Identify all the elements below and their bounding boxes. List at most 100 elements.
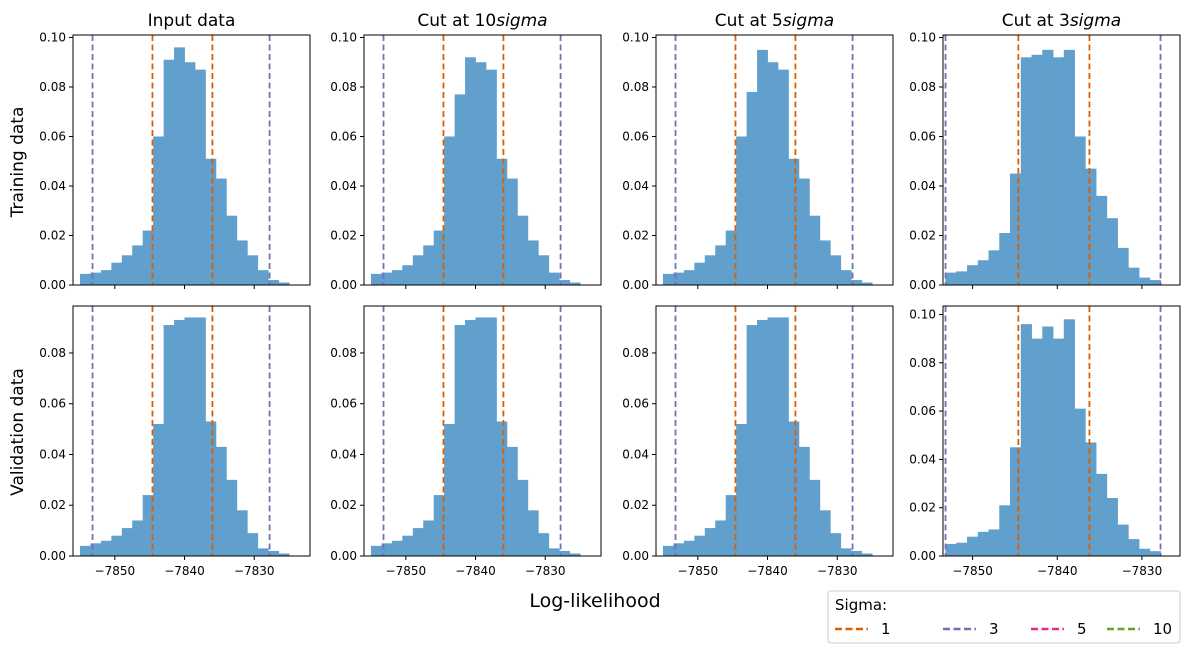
histogram-bar (142, 230, 154, 285)
y-tick-label: 0.06 (39, 397, 66, 411)
histogram-bar (819, 510, 831, 556)
histogram-bar (132, 520, 144, 556)
histogram-bar (736, 424, 748, 556)
histogram-bar (1128, 539, 1140, 556)
axes-frame (363, 34, 602, 286)
histogram-bar (1149, 551, 1161, 556)
row-label-validation: Validation data (8, 368, 28, 496)
histogram-bar (236, 240, 248, 285)
histogram-bar (174, 319, 185, 556)
histogram-bar (798, 446, 810, 556)
histogram-bar (840, 270, 852, 285)
column-titles: Input data Cut at 10sigma Cut at 5sigma Cut… (148, 11, 1122, 31)
y-tick-label: 0.04 (622, 447, 649, 461)
histogram-bar (694, 535, 706, 556)
y-tick-label: 0.04 (909, 179, 936, 193)
histogram-bar (444, 136, 456, 285)
histogram-bar (215, 446, 227, 556)
x-tick-label: −7830 (1122, 564, 1163, 578)
axes-frame (72, 305, 311, 557)
y-tick-label: 0.08 (330, 80, 357, 94)
histogram-bar (465, 319, 476, 556)
histogram-bar (402, 535, 414, 556)
histogram-bar (153, 136, 165, 285)
histogram-bar (704, 255, 716, 285)
y-tick-label: 0.10 (39, 30, 66, 44)
histogram-panel: 0.00 0.02 0.04 0.06 0.08 0.10 (622, 30, 894, 292)
histogram-bar (433, 230, 445, 285)
histogram-bar (247, 533, 259, 556)
histogram-bar (819, 240, 831, 285)
histogram-bar (485, 69, 497, 285)
column-title-text: Input data (148, 11, 236, 31)
column-title: Cut at 5sigma (715, 11, 834, 31)
y-tick-label: 0.10 (330, 30, 357, 44)
histogram-bar (381, 543, 393, 556)
histogram-bar (746, 91, 758, 285)
histogram-bar (370, 545, 382, 556)
y-tick-label: 0.00 (330, 278, 357, 292)
histogram-bar (226, 479, 238, 556)
histogram-bar (194, 69, 206, 285)
histogram-bar (496, 158, 508, 285)
histogram-bar (153, 424, 165, 556)
histogram-bar (988, 529, 1000, 556)
histogram-bar (423, 520, 435, 556)
histogram-bar (257, 548, 269, 556)
histogram-bar (757, 319, 768, 556)
histogram-bar (79, 545, 91, 556)
histogram-bar (559, 280, 571, 285)
histogram-bar (517, 479, 529, 556)
column-title-text: Cut at 10 (417, 11, 496, 31)
x-tick-label: −7840 (164, 564, 205, 578)
histogram-panel: 0.00 0.02 0.04 0.06 0.08 −7850 −7840 −7830 (330, 305, 602, 578)
sigma-legend: Sigma: 1 3 5 10 (827, 590, 1181, 644)
histogram-bar (673, 543, 685, 556)
y-tick-label: 0.08 (39, 346, 66, 360)
histogram-bar (956, 271, 968, 285)
histogram-bar (704, 528, 716, 556)
histogram-bar (548, 272, 560, 285)
histogram-bar (506, 178, 518, 285)
legend-title: Sigma: (835, 596, 887, 614)
histogram-bar (999, 233, 1011, 285)
legend-label: 10 (1153, 620, 1172, 638)
y-tick-label: 0.02 (330, 228, 357, 242)
column-title: Cut at 3sigma (1002, 11, 1121, 31)
histogram-bar (184, 317, 196, 556)
y-tick-label: 0.02 (39, 498, 66, 512)
histogram-bar (100, 270, 112, 285)
histogram-bar (1074, 136, 1086, 285)
histogram-bar (1117, 247, 1129, 285)
histogram-bar (90, 272, 102, 285)
histogram-bar (527, 240, 539, 285)
y-tick-label: 0.04 (330, 179, 357, 193)
y-tick-label: 0.06 (909, 129, 936, 143)
histogram-bar (1128, 267, 1140, 285)
legend-label: 5 (1077, 620, 1087, 638)
histogram-bar (683, 540, 695, 556)
y-tick-label: 0.08 (909, 356, 936, 370)
y-tick-label: 0.06 (622, 397, 649, 411)
histogram-bar (1053, 338, 1065, 556)
histogram-bar (1096, 473, 1108, 556)
histogram-bar (142, 495, 154, 556)
y-tick-label: 0.06 (330, 397, 357, 411)
histogram-bar (402, 265, 414, 285)
histogram-bar (90, 543, 102, 556)
x-tick-label: −7830 (525, 564, 566, 578)
histogram-panel: 0.00 0.02 0.04 0.06 0.08 −7850 −7840 −7830 (39, 305, 311, 578)
histogram-bar (830, 255, 842, 285)
x-tick-label: −7850 (678, 564, 719, 578)
histogram-bar (956, 542, 968, 556)
histogram-bar (381, 272, 393, 285)
legend-label: 3 (989, 620, 999, 638)
histogram-bar (725, 495, 737, 556)
histogram-bar (268, 550, 280, 556)
histogram-bar (205, 158, 217, 285)
histogram-bar (788, 421, 800, 556)
histogram-bar (977, 260, 989, 285)
histogram-bar (861, 553, 873, 556)
y-tick-label: 0.00 (909, 278, 936, 292)
